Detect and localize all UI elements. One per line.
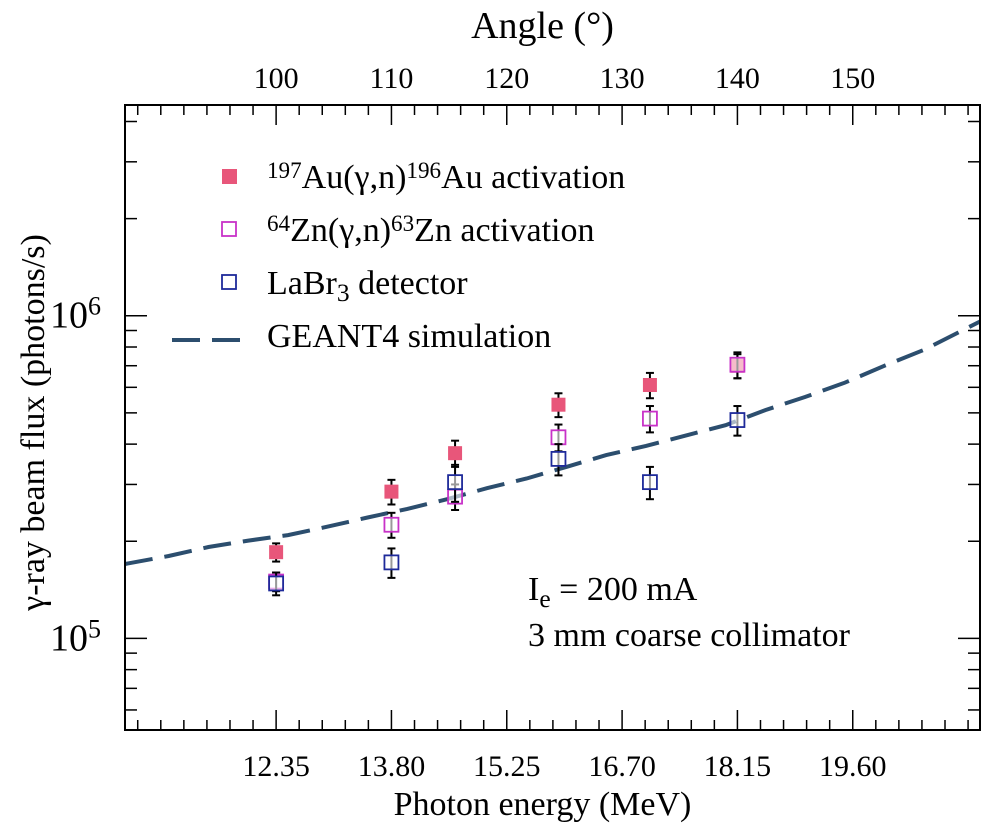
x-tick-label: 16.70	[588, 750, 656, 783]
zn-marker	[729, 356, 746, 373]
legend: 197Au(γ,n)196Au activation 64Zn(γ,n)63Zn …	[172, 158, 625, 355]
beam-current-annotation: Ie = 200 mA	[528, 571, 698, 613]
legend-label: 197Au(γ,n)196Au activation	[267, 158, 625, 196]
simulation-curve-layer	[125, 319, 980, 566]
plot-frame	[124, 104, 981, 731]
data-point	[383, 511, 400, 539]
au-marker	[448, 446, 463, 461]
x-tick-label: 15.25	[473, 750, 541, 783]
data-point	[551, 392, 566, 419]
top-tick-label: 100	[254, 62, 299, 95]
au-marker	[642, 378, 657, 393]
labr3-marker	[383, 554, 400, 571]
collimator-annotation: 3 mm coarse collimator	[528, 617, 851, 654]
zn-marker	[642, 410, 658, 427]
legend-label: 64Zn(γ,n)63Zn activation	[267, 211, 594, 249]
top-tick-label: 150	[830, 62, 875, 95]
labr3-marker	[642, 474, 658, 491]
top-axis-label: Angle (°)	[471, 5, 614, 47]
data-points-layer	[268, 351, 746, 597]
simulation-curve	[125, 319, 980, 566]
x-axis-label: Photon energy (MeV)	[394, 786, 692, 823]
labr3-marker	[447, 474, 463, 491]
labr3-marker	[268, 575, 285, 592]
x-tick-label: 13.80	[358, 750, 426, 783]
x-tick-label: 18.15	[704, 750, 772, 783]
legend-label: GEANT4 simulation	[267, 318, 551, 355]
x-tick-label: 19.60	[819, 750, 887, 783]
y-tick-label: 105	[50, 614, 101, 659]
au-marker	[269, 545, 284, 560]
y-axis-label: γ-ray beam flux (photons/s)	[15, 234, 52, 612]
data-point	[642, 371, 657, 400]
zn-marker	[550, 429, 567, 446]
data-point	[268, 571, 285, 597]
data-point	[729, 351, 746, 380]
data-point	[729, 405, 746, 437]
data-point	[269, 542, 284, 563]
legend-label: LaBr3 detector	[267, 265, 468, 307]
legend-au-swatch	[222, 169, 237, 184]
au-marker	[384, 484, 399, 499]
zn-marker	[383, 516, 400, 533]
data-point	[642, 465, 658, 501]
data-point	[448, 439, 463, 468]
data-point	[642, 405, 658, 434]
top-tick-label: 110	[369, 62, 413, 95]
x-tick-label: 12.35	[242, 750, 310, 783]
y-tick-label: 106	[50, 292, 101, 337]
data-point	[384, 478, 399, 506]
axes: 12.35 13.80 15.25 16.70 18.15 19.60 100 110 120 1…	[50, 62, 980, 783]
data-point	[447, 463, 463, 503]
labr3-marker	[550, 450, 567, 467]
annotation: Ie = 200 mA 3 mm coarse collimator	[528, 571, 851, 654]
top-tick-label: 120	[484, 62, 529, 95]
data-point	[383, 547, 400, 579]
legend-zn-swatch	[221, 221, 237, 237]
top-tick-label: 140	[715, 62, 760, 95]
data-point	[550, 443, 567, 477]
top-tick-label: 130	[600, 62, 645, 95]
legend-labr3-swatch	[221, 274, 237, 290]
au-marker	[551, 397, 566, 412]
labr3-marker	[729, 412, 746, 428]
